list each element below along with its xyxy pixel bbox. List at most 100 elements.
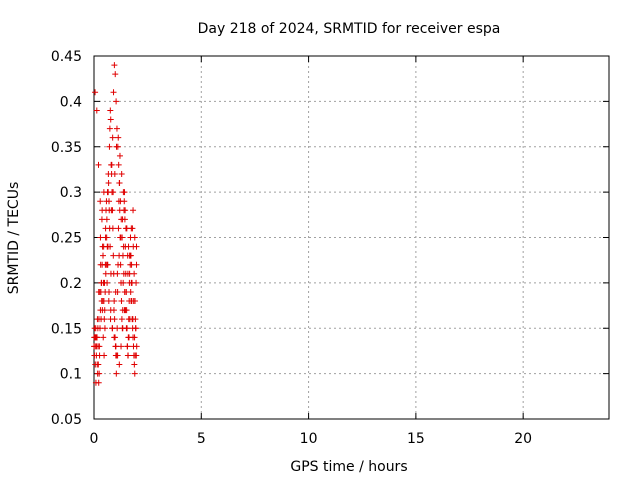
y-tick-label: 0.3: [60, 185, 82, 201]
data-point: [123, 288, 130, 295]
x-tick-label: 10: [300, 431, 318, 447]
data-point: [111, 170, 118, 177]
data-point: [106, 288, 113, 295]
data-point: [127, 261, 134, 268]
data-point: [107, 107, 114, 114]
data-point: [121, 198, 128, 205]
data-point: [102, 270, 109, 277]
data-point: [111, 62, 118, 69]
data-point: [101, 325, 108, 332]
data-point: [107, 116, 114, 123]
data-point: [102, 225, 109, 232]
data-point: [113, 143, 120, 150]
y-tick-label: 0.2: [60, 276, 82, 292]
x-axis-label: GPS time / hours: [290, 459, 407, 475]
data-point: [110, 252, 117, 259]
data-point: [112, 71, 119, 78]
data-point: [107, 270, 114, 277]
data-point: [99, 298, 106, 305]
data-point: [116, 252, 123, 259]
data-point: [121, 307, 128, 314]
data-point: [124, 270, 131, 277]
data-point: [115, 161, 122, 168]
axis-ticks: 0 5 10 15 20 0.05 0.1 0.15 0.2 0.25 0.3 0.35 0.4 0.45: [51, 49, 609, 447]
data-point: [128, 279, 135, 286]
data-point: [131, 234, 138, 241]
data-point: [133, 352, 140, 359]
data-point: [108, 161, 115, 168]
data-point: [130, 207, 137, 214]
y-tick-label: 0.05: [51, 412, 82, 428]
data-point: [110, 189, 117, 196]
data-point: [125, 243, 132, 250]
data-point: [112, 343, 119, 350]
data-point: [100, 252, 107, 259]
data-point: [125, 352, 132, 359]
data-point: [116, 152, 123, 159]
data-point: [95, 288, 102, 295]
data-point: [115, 134, 122, 141]
data-point: [132, 325, 139, 332]
data-point: [110, 89, 117, 96]
data-point: [101, 352, 108, 359]
data-point: [92, 361, 99, 368]
data-points: [91, 62, 140, 386]
data-point: [93, 352, 100, 359]
data-point: [106, 198, 113, 205]
data-point: [98, 316, 105, 323]
data-point: [119, 325, 126, 332]
data-point: [107, 307, 114, 314]
data-point: [118, 316, 125, 323]
data-point: [91, 325, 98, 332]
data-point: [117, 261, 124, 268]
y-tick-label: 0.35: [51, 140, 82, 156]
data-point: [106, 125, 113, 132]
data-point: [114, 270, 121, 277]
data-point: [132, 316, 139, 323]
data-point: [117, 234, 124, 241]
y-tick-label: 0.4: [60, 94, 82, 110]
data-point: [130, 298, 137, 305]
data-point: [96, 343, 103, 350]
data-point: [104, 261, 111, 268]
data-point: [118, 343, 125, 350]
data-point: [97, 198, 104, 205]
data-point: [131, 270, 138, 277]
data-point: [113, 125, 120, 132]
data-point: [111, 334, 118, 341]
data-point: [124, 343, 131, 350]
data-point: [101, 279, 108, 286]
y-tick-label: 0.25: [51, 231, 82, 247]
data-point: [116, 180, 123, 187]
x-tick-label: 0: [90, 431, 99, 447]
data-point: [105, 180, 112, 187]
y-tick-label: 0.45: [51, 49, 82, 65]
data-point: [95, 161, 102, 168]
data-point: [120, 189, 127, 196]
data-point: [131, 370, 138, 377]
data-point: [118, 298, 125, 305]
data-point: [99, 207, 106, 214]
data-point: [105, 298, 112, 305]
data-point: [113, 98, 120, 105]
y-tick-label: 0.15: [51, 321, 82, 337]
y-axis-label: SRMTID / TECUs: [6, 182, 22, 295]
data-point: [92, 89, 99, 96]
data-point: [109, 134, 116, 141]
x-tick-label: 20: [514, 431, 532, 447]
data-point: [115, 225, 122, 232]
data-point: [109, 325, 116, 332]
data-point: [114, 352, 121, 359]
x-tick-label: 5: [197, 431, 206, 447]
data-point: [125, 334, 132, 341]
data-point: [118, 170, 125, 177]
data-point: [100, 189, 107, 196]
data-point: [104, 243, 111, 250]
data-point: [133, 261, 140, 268]
data-point: [120, 279, 127, 286]
data-point: [133, 343, 140, 350]
data-point: [111, 298, 118, 305]
data-point: [119, 216, 126, 223]
data-point: [107, 316, 114, 323]
